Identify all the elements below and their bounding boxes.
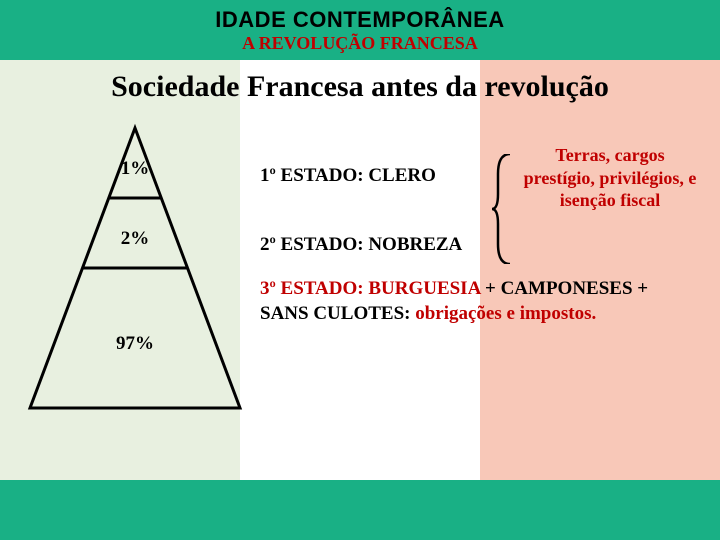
bracket-group: Terras, cargos prestígio, privilégios, e…: [500, 144, 700, 212]
estate-row-1: 1º ESTADO: CLERO Terras, cargos prestígi…: [260, 140, 700, 212]
bracket-text: Terras, cargos prestígio, privilégios, e…: [520, 144, 700, 212]
footer-band: [0, 480, 720, 540]
estate-1-label: 1º ESTADO: CLERO: [260, 165, 492, 187]
estate-layers: 1º ESTADO: CLERO Terras, cargos prestígi…: [260, 118, 700, 327]
pyramid: 1% 2% 97%: [20, 118, 250, 418]
header-subtitle: A REVOLUÇÃO FRANCESA: [242, 33, 478, 54]
section-title: Sociedade Francesa antes da revolução: [20, 70, 700, 104]
pyramid-label-1: 1%: [121, 158, 150, 180]
pyramid-label-2: 2%: [121, 228, 150, 250]
estate-3-suffix: obrigações e impostos.: [415, 303, 596, 324]
main-row: 1% 2% 97% 1º ESTADO: CLERO Terras, cargo…: [20, 118, 700, 418]
estate-row-2: 2º ESTADO: NOBREZA: [260, 234, 700, 256]
content-area: Sociedade Francesa antes da revolução 1%…: [0, 60, 720, 418]
estate-row-3: 3º ESTADO: BURGUESIA + CAMPONESES + SANS…: [260, 276, 700, 327]
estate-2-label: 2º ESTADO: NOBREZA: [260, 234, 462, 256]
estate-3-prefix: 3º ESTADO: BURGUESIA: [260, 278, 480, 299]
header-band: IDADE CONTEMPORÂNEA A REVOLUÇÃO FRANCESA: [0, 0, 720, 60]
pyramid-label-3: 97%: [116, 333, 154, 355]
brace-icon: [492, 154, 514, 264]
header-title: IDADE CONTEMPORÂNEA: [215, 7, 504, 33]
